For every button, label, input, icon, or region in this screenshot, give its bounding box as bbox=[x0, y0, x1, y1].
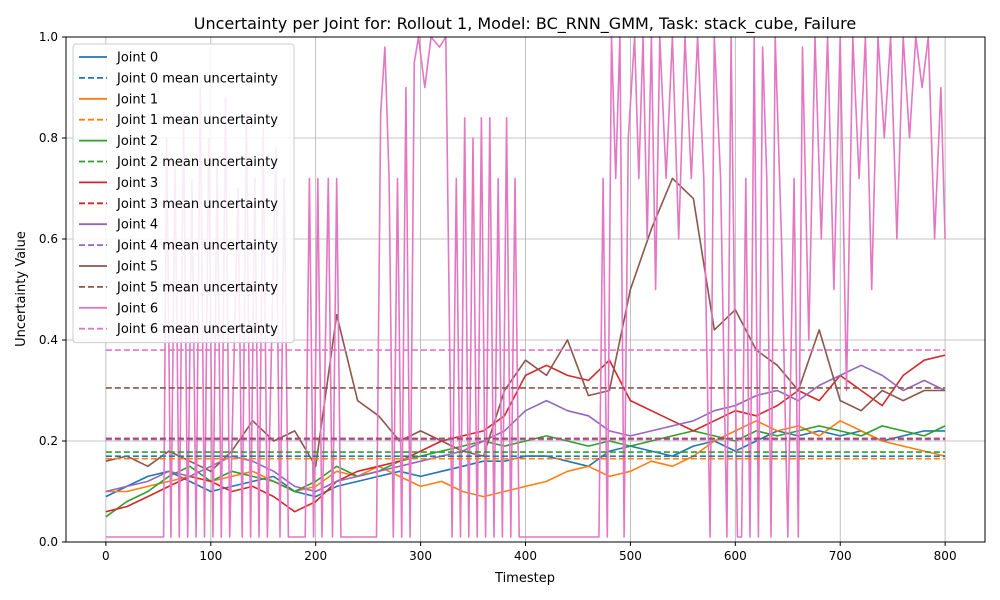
series-layer bbox=[105, 36, 946, 538]
y-tick-label: 0.0 bbox=[39, 535, 58, 549]
series-line-joint-6 bbox=[105, 36, 946, 538]
series-line-joint-5 bbox=[105, 177, 946, 473]
legend-label: Joint 5 mean uncertainty bbox=[116, 280, 278, 295]
y-tick-label: 0.4 bbox=[39, 333, 58, 347]
series-line-joint-3 bbox=[105, 354, 946, 513]
legend-label: Joint 3 mean uncertainty bbox=[116, 197, 278, 212]
legend-label: Joint 1 bbox=[116, 92, 158, 107]
legend-label: Joint 6 mean uncertainty bbox=[116, 322, 278, 337]
x-tick-label: 0 bbox=[102, 549, 110, 563]
x-tick-label: 500 bbox=[619, 549, 642, 563]
x-tick-label: 100 bbox=[199, 549, 222, 563]
legend-label: Joint 2 bbox=[116, 134, 158, 149]
y-tick-label: 1.0 bbox=[39, 30, 58, 44]
chart-title: Uncertainty per Joint for: Rollout 1, Mo… bbox=[194, 14, 856, 34]
series-line-joint-4 bbox=[105, 364, 946, 493]
y-tick-label: 0.2 bbox=[39, 434, 58, 448]
y-tick-label: 0.8 bbox=[39, 131, 58, 145]
legend-label: Joint 4 mean uncertainty bbox=[116, 239, 278, 254]
x-tick-label: 700 bbox=[829, 549, 852, 563]
legend: Joint 0 Joint 0 mean uncertainty Joint 1 Jo… bbox=[72, 43, 295, 344]
legend-label: Joint 5 bbox=[116, 260, 158, 275]
series-line-joint-2 bbox=[105, 425, 946, 518]
x-tick-label: 300 bbox=[409, 549, 432, 563]
x-axis-ticks: 0 100 200 300 400 500 600 700 800 bbox=[102, 542, 957, 563]
legend-label: Joint 4 bbox=[116, 218, 158, 233]
legend-box bbox=[72, 43, 295, 344]
x-axis-label: Timestep bbox=[494, 571, 555, 586]
legend-label: Joint 2 mean uncertainty bbox=[116, 155, 278, 170]
legend-label: Joint 1 mean uncertainty bbox=[116, 113, 278, 128]
y-axis-ticks: 0.0 0.2 0.4 0.6 0.8 1.0 bbox=[39, 30, 66, 549]
y-tick-label: 0.6 bbox=[39, 232, 58, 246]
legend-label: Joint 3 bbox=[116, 176, 158, 191]
x-tick-label: 600 bbox=[724, 549, 747, 563]
y-axis-label: Uncertainty Value bbox=[14, 231, 29, 347]
x-tick-label: 800 bbox=[934, 549, 957, 563]
legend-label: Joint 0 bbox=[116, 51, 158, 66]
legend-label: Joint 6 bbox=[116, 301, 158, 316]
legend-label: Joint 0 mean uncertainty bbox=[116, 71, 278, 86]
x-tick-label: 400 bbox=[514, 549, 537, 563]
x-tick-label: 200 bbox=[304, 549, 327, 563]
